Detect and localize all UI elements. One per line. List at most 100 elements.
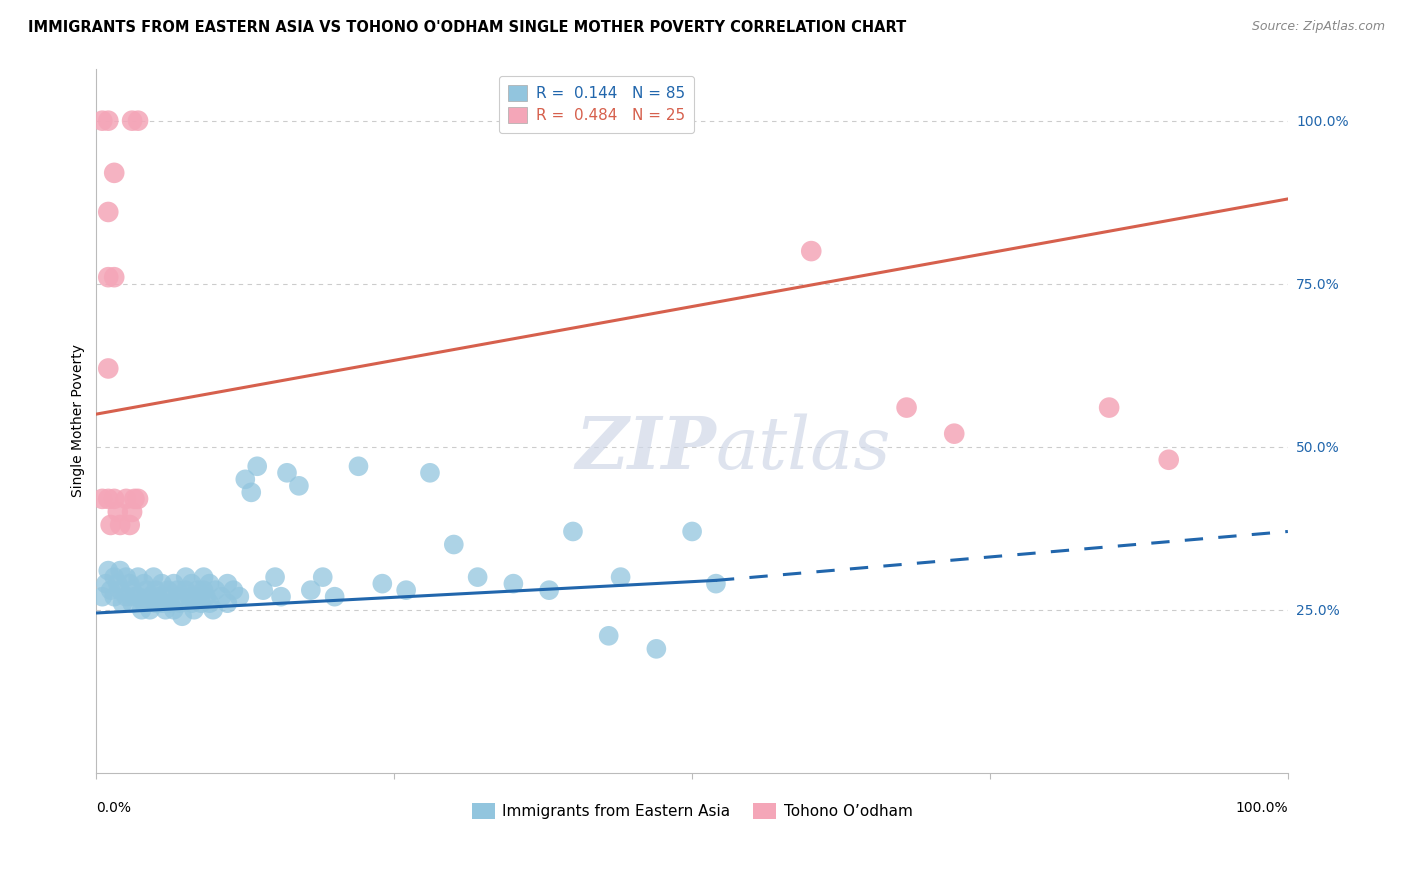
- Point: [276, 466, 298, 480]
- Point: [645, 641, 668, 656]
- Point: [371, 576, 394, 591]
- Point: [943, 426, 966, 441]
- Point: [148, 590, 170, 604]
- Point: [118, 518, 141, 533]
- Point: [194, 590, 217, 604]
- Point: [121, 583, 143, 598]
- Point: [97, 270, 120, 285]
- Point: [150, 596, 173, 610]
- Point: [127, 590, 149, 604]
- Point: [193, 583, 215, 598]
- Point: [97, 564, 120, 578]
- Point: [115, 491, 138, 506]
- Point: [103, 570, 125, 584]
- Point: [107, 576, 129, 591]
- Point: [312, 570, 335, 584]
- Point: [124, 590, 146, 604]
- Point: [103, 270, 125, 285]
- Point: [347, 459, 370, 474]
- Point: [288, 479, 311, 493]
- Point: [127, 113, 149, 128]
- Point: [100, 518, 122, 533]
- Point: [111, 596, 134, 610]
- Point: [704, 576, 727, 591]
- Point: [163, 576, 186, 591]
- Point: [299, 583, 322, 598]
- Point: [166, 583, 188, 598]
- Point: [121, 505, 143, 519]
- Point: [159, 596, 181, 610]
- Point: [1098, 401, 1121, 415]
- Point: [169, 590, 191, 604]
- Point: [270, 590, 292, 604]
- Point: [264, 570, 287, 584]
- Point: [252, 583, 274, 598]
- Legend: Immigrants from Eastern Asia, Tohono O’odham: Immigrants from Eastern Asia, Tohono O’o…: [465, 797, 918, 825]
- Text: IMMIGRANTS FROM EASTERN ASIA VS TOHONO O'ODHAM SINGLE MOTHER POVERTY CORRELATION: IMMIGRANTS FROM EASTERN ASIA VS TOHONO O…: [28, 20, 907, 35]
- Point: [202, 603, 225, 617]
- Point: [135, 583, 157, 598]
- Point: [169, 596, 191, 610]
- Point: [443, 537, 465, 551]
- Point: [1157, 452, 1180, 467]
- Point: [246, 459, 269, 474]
- Point: [155, 603, 177, 617]
- Point: [132, 576, 155, 591]
- Point: [103, 590, 125, 604]
- Point: [97, 205, 120, 219]
- Point: [609, 570, 631, 584]
- Point: [228, 590, 250, 604]
- Point: [127, 570, 149, 584]
- Point: [156, 590, 179, 604]
- Point: [172, 609, 194, 624]
- Point: [204, 583, 226, 598]
- Text: atlas: atlas: [716, 414, 891, 484]
- Point: [118, 576, 141, 591]
- Point: [180, 576, 202, 591]
- Point: [97, 113, 120, 128]
- Point: [800, 244, 823, 258]
- Point: [108, 518, 131, 533]
- Point: [107, 505, 129, 519]
- Point: [145, 583, 167, 598]
- Point: [896, 401, 918, 415]
- Point: [145, 596, 167, 610]
- Point: [174, 570, 197, 584]
- Point: [179, 590, 201, 604]
- Point: [187, 583, 209, 598]
- Point: [121, 596, 143, 610]
- Point: [183, 603, 205, 617]
- Point: [103, 491, 125, 506]
- Text: 0.0%: 0.0%: [97, 801, 131, 815]
- Point: [217, 576, 239, 591]
- Point: [198, 596, 221, 610]
- Text: Source: ZipAtlas.com: Source: ZipAtlas.com: [1251, 20, 1385, 33]
- Point: [222, 583, 245, 598]
- Point: [198, 576, 221, 591]
- Point: [190, 596, 212, 610]
- Point: [217, 596, 239, 610]
- Y-axis label: Single Mother Poverty: Single Mother Poverty: [72, 344, 86, 497]
- Point: [323, 590, 346, 604]
- Point: [598, 629, 620, 643]
- Point: [115, 590, 138, 604]
- Text: 100.0%: 100.0%: [1236, 801, 1288, 815]
- Point: [97, 361, 120, 376]
- Point: [211, 590, 233, 604]
- Point: [124, 491, 146, 506]
- Point: [419, 466, 441, 480]
- Point: [180, 596, 202, 610]
- Point: [131, 603, 153, 617]
- Point: [142, 570, 165, 584]
- Text: ZIP: ZIP: [575, 413, 716, 484]
- Point: [156, 583, 179, 598]
- Point: [395, 583, 418, 598]
- Point: [467, 570, 489, 584]
- Point: [91, 590, 114, 604]
- Point: [502, 576, 524, 591]
- Point: [127, 491, 149, 506]
- Point: [121, 113, 143, 128]
- Point: [103, 166, 125, 180]
- Point: [100, 583, 122, 598]
- Point: [163, 603, 186, 617]
